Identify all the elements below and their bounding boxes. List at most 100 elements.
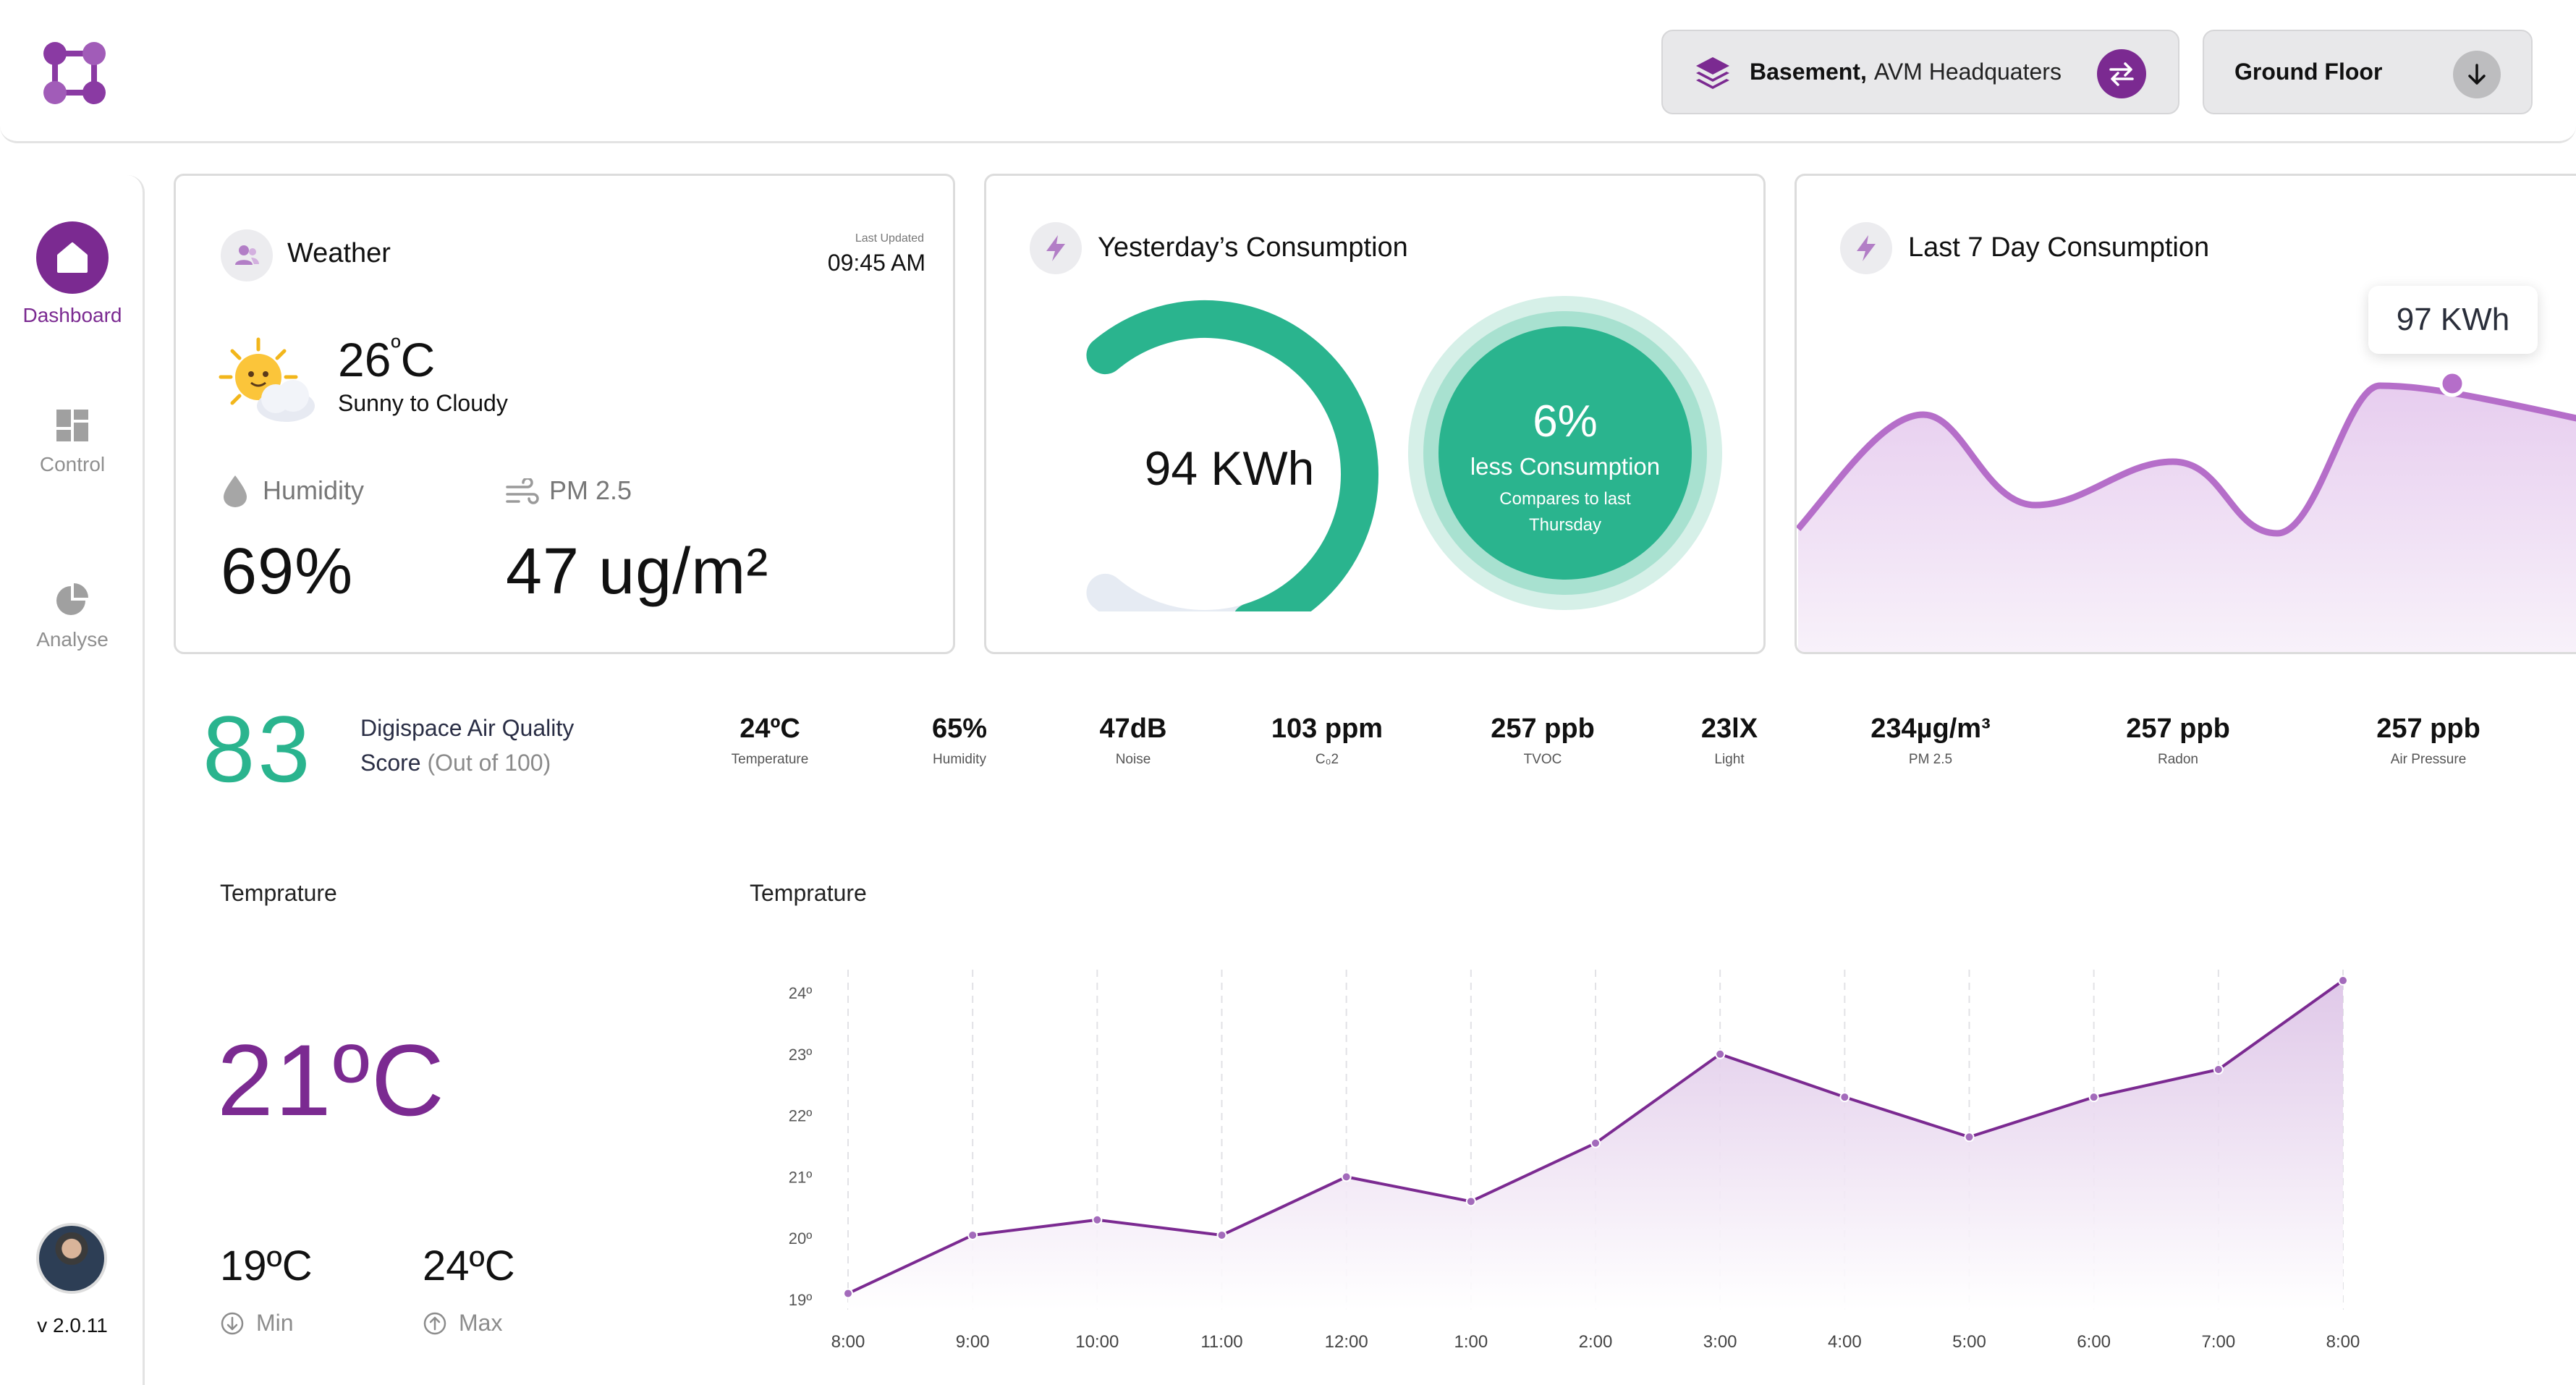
home-icon-button[interactable] [36, 221, 109, 294]
metric-value: 47dB [1099, 713, 1167, 744]
weather-card-icon-wrap [221, 229, 273, 281]
chart-point [1839, 1092, 1850, 1103]
sparkline-line [1797, 382, 2576, 537]
layers-icon [1696, 56, 1729, 89]
metric-label: C₀2 [1315, 752, 1339, 767]
comparison-day: Thursday [1528, 515, 1602, 535]
location-selector[interactable]: Basement, AVM Headquaters [1661, 30, 2179, 114]
chart-x-tick: 3:00 [1703, 1332, 1737, 1352]
grid-icon [56, 410, 88, 441]
chart-point [1092, 1214, 1103, 1225]
last-updated-time: 09:45 AM [827, 250, 925, 276]
metric-air-pressure[interactable]: 257 ppb Air Pressure [2376, 713, 2480, 768]
min-label-row: Min [220, 1310, 294, 1337]
swap-location-button[interactable] [2097, 49, 2146, 98]
metric-value: 24ºC [740, 713, 800, 744]
last-updated-label: Last Updated [855, 232, 924, 245]
max-label: Max [459, 1310, 503, 1336]
metric-co2[interactable]: 103 ppm C₀2 [1271, 713, 1383, 768]
metric-label: Noise [1115, 752, 1151, 767]
humidity-label: Humidity [263, 475, 365, 505]
chart-point [1964, 1132, 1975, 1143]
sidebar-label-dashboard: Dashboard [22, 304, 122, 326]
app-version: v 2.0.11 [37, 1314, 108, 1337]
chart-point [1590, 1138, 1601, 1148]
last7-title: Last 7 Day Consumption [1908, 232, 2210, 263]
yesterday-consumption-card: Yesterday’s Consumption 94 KWh 6% less C… [984, 174, 1766, 654]
metric-label: Temperature [731, 752, 809, 767]
sidebar-label-analyse: Analyse [36, 628, 109, 651]
metric-pm25[interactable]: 234µg/m³ PM 2.5 [1870, 713, 1991, 768]
chart-x-tick: 8:00 [831, 1332, 865, 1352]
humidity-value: 69% [221, 535, 354, 608]
sidebar: Dashboard Control Analyse [0, 175, 145, 1385]
arrow-down-circle-icon [221, 1312, 244, 1334]
temperature-chart: 19º 20º 21º 22º 23º 24º 8:00 9:00 10:00 11:00 12:… [789, 970, 2360, 1352]
sidebar-label-control: Control [39, 453, 106, 475]
sparkline-highlight-point[interactable] [2439, 370, 2466, 397]
degree-sign: º [391, 332, 401, 362]
metric-label: Light [1714, 752, 1745, 767]
chart-x-tick: 9:00 [956, 1332, 990, 1352]
temperature-chart-title: Temprature [750, 880, 867, 906]
floor-selector[interactable]: Ground Floor [2203, 30, 2533, 114]
bolt-icon-wrap-2 [1840, 222, 1892, 274]
floor-dropdown-button[interactable] [2453, 51, 2501, 98]
chart-y-tick: 22º [789, 1107, 813, 1125]
sparkline-area [1798, 386, 2576, 652]
pie-chart-icon [56, 583, 88, 615]
sidebar-item-analyse[interactable]: Analyse [0, 580, 145, 651]
metric-light[interactable]: 23lX Light [1701, 713, 1758, 768]
score-label-line1: Digispace Air Quality [360, 715, 575, 741]
consumption-value: 94 KWh [1144, 441, 1315, 495]
tooltip-value: 97 KWh [2396, 302, 2510, 337]
location-site: AVM Headquaters [1873, 59, 2062, 85]
weather-temp-value: 26 [338, 333, 391, 386]
metric-noise[interactable]: 47dB Noise [1100, 713, 1167, 768]
chart-point [1465, 1196, 1476, 1207]
home-icon [57, 242, 88, 273]
app-logo[interactable] [42, 41, 107, 106]
metric-value: 65% [931, 713, 988, 744]
chart-point [1216, 1229, 1227, 1240]
chart-x-tick: 4:00 [1828, 1332, 1862, 1352]
chart-y-tick: 23º [789, 1046, 813, 1064]
last-7-day-consumption-card: Last 7 Day Consumption 97 KWh [1795, 174, 2576, 654]
bolt-icon-wrap [1030, 222, 1082, 274]
comparison-subtext: Compares to last [1499, 489, 1631, 509]
air-quality-row: 83 Digispace Air Quality Score (Out of 1… [174, 680, 2562, 832]
wind-icon [506, 478, 539, 504]
metric-humidity[interactable]: 65% Humidity [932, 713, 987, 768]
users-icon [235, 245, 259, 265]
max-label-row: Max [423, 1310, 502, 1337]
sidebar-item-control[interactable]: Control [0, 408, 145, 476]
sidebar-item-dashboard[interactable]: Dashboard [0, 221, 145, 327]
avatar[interactable] [36, 1223, 107, 1294]
chart-x-tick: 2:00 [1579, 1332, 1613, 1352]
metric-tvoc[interactable]: 257 ppb TVOC [1491, 713, 1595, 768]
pm-value: 47 ug/m² [506, 535, 769, 608]
chart-x-tick: 8:00 [2326, 1332, 2360, 1352]
metric-label: Radon [2157, 752, 2198, 767]
metric-value: 257 ppb [2126, 713, 2230, 744]
metric-radon[interactable]: 257 ppb Radon [2126, 713, 2230, 768]
consumption-gauge [1086, 300, 1378, 611]
weather-temperature: 26ºC [338, 332, 435, 387]
chart-point [1715, 1049, 1726, 1059]
weather-temp-unit: C [400, 333, 436, 386]
air-quality-score: 83 [203, 696, 313, 802]
weather-condition: Sunny to Cloudy [338, 390, 508, 416]
min-label: Min [256, 1310, 294, 1336]
score-label-line2: Score [360, 750, 421, 776]
chart-x-tick: 10:00 [1075, 1332, 1119, 1352]
metric-label: Humidity [933, 752, 986, 767]
weather-title: Weather [287, 238, 391, 268]
comparison-text: less Consumption [1470, 453, 1661, 480]
top-bar: Basement, AVM Headquaters Ground Floor [0, 0, 2576, 143]
chart-point [1341, 1172, 1352, 1182]
chart-y-tick: 20º [789, 1229, 813, 1248]
chart-point [967, 1229, 978, 1240]
metric-temperature[interactable]: 24ºC Temperature [732, 713, 809, 768]
lightning-icon [1046, 235, 1065, 261]
chart-x-tick: 5:00 [1952, 1332, 1986, 1352]
